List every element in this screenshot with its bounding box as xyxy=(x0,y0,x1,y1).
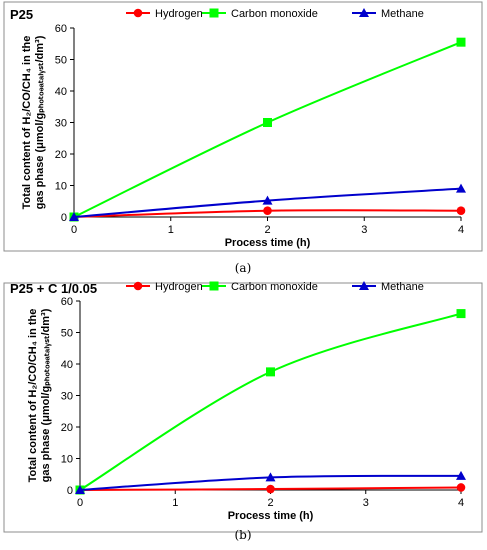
legend-label: Hydrogen xyxy=(155,281,203,293)
data-point xyxy=(75,485,85,494)
panel-frame xyxy=(3,282,483,533)
data-point xyxy=(456,483,466,492)
y-tick-label: 40 xyxy=(61,359,73,371)
y-tick-label: 50 xyxy=(55,55,67,67)
chart-panel-b: P25 + C 1/0.05 Hydrogen Carbon monoxide Met… xyxy=(3,281,483,533)
y-tick-label: 10 xyxy=(61,454,73,466)
panel-caption: (a) xyxy=(235,261,252,275)
data-point xyxy=(456,183,466,193)
x-tick-label: 4 xyxy=(458,224,464,236)
panel-title: P25 xyxy=(10,7,33,22)
y-tick-label: 30 xyxy=(61,391,73,403)
data-point xyxy=(262,195,273,205)
x-tick-label: 3 xyxy=(361,224,367,236)
y-tick-label: 0 xyxy=(61,212,67,224)
y-tick-label: 20 xyxy=(55,149,67,161)
legend-marker xyxy=(133,281,143,291)
x-tick-label: 0 xyxy=(71,224,77,236)
data-point xyxy=(456,206,466,215)
legend-entry: Hydrogen xyxy=(126,281,203,293)
legend-marker xyxy=(359,8,369,17)
legend-label: Carbon monoxide xyxy=(231,8,318,20)
x-tick-label: 2 xyxy=(267,497,273,509)
legend-entry: Carbon monoxide xyxy=(202,8,318,20)
legend-marker xyxy=(209,281,219,291)
data-point xyxy=(266,367,275,377)
legend-entry: Methane xyxy=(352,281,424,293)
x-axis-label: Process time (h) xyxy=(225,237,311,249)
legend-marker xyxy=(209,8,219,18)
legend-label: Methane xyxy=(381,281,424,293)
panel-caption: (b) xyxy=(234,528,251,542)
x-tick-label: 3 xyxy=(363,497,369,509)
legend-entry: Carbon monoxide xyxy=(202,281,318,293)
legend-label: Carbon monoxide xyxy=(231,281,318,293)
data-point xyxy=(456,309,466,319)
x-tick-label: 1 xyxy=(172,497,178,509)
legend-label: Methane xyxy=(381,8,424,20)
x-tick-label: 0 xyxy=(77,497,83,509)
y-axis-label: Total content of H₂/CO/CH₄ in the xyxy=(27,309,39,483)
y-axis-label: gas phase (μmol/gₚₕₒₜₒₔₐₜₐₗᵧₛₜ/dm³) xyxy=(34,35,46,209)
y-tick-label: 30 xyxy=(55,118,67,130)
x-tick-label: 1 xyxy=(168,224,174,236)
legend-entry: Hydrogen xyxy=(126,8,203,20)
y-tick-label: 50 xyxy=(61,328,73,340)
legend-marker xyxy=(133,8,143,18)
y-tick-label: 10 xyxy=(55,181,67,193)
data-point xyxy=(265,472,276,482)
chart-panel-a: P25 Hydrogen Carbon monoxide Methane0102030… xyxy=(3,1,483,252)
y-tick-label: 40 xyxy=(55,86,67,98)
y-tick-label: 60 xyxy=(61,296,73,308)
y-axis-label: Total content of H₂/CO/CH₄ in the xyxy=(21,36,33,210)
data-point xyxy=(69,212,79,221)
data-point xyxy=(266,484,275,494)
y-tick-label: 0 xyxy=(67,485,73,497)
series xyxy=(69,183,466,221)
panel-title: P25 + C 1/0.05 xyxy=(10,281,97,296)
data-point xyxy=(263,118,272,127)
data-point xyxy=(456,37,466,47)
data-point xyxy=(263,206,272,215)
legend-entry: Methane xyxy=(352,8,424,20)
data-point xyxy=(456,470,466,480)
x-tick-label: 2 xyxy=(264,224,270,236)
series xyxy=(75,470,466,494)
y-tick-label: 20 xyxy=(61,422,73,434)
x-tick-label: 4 xyxy=(458,497,464,509)
legend-label: Hydrogen xyxy=(155,8,203,20)
legend-marker xyxy=(359,281,369,290)
y-axis-label: gas phase (μmol/gₚₕₒₜₒₔₐₜₐₗᵧₛₜ/dm³) xyxy=(40,308,52,482)
x-axis-label: Process time (h) xyxy=(228,510,314,522)
y-tick-label: 60 xyxy=(55,23,67,35)
